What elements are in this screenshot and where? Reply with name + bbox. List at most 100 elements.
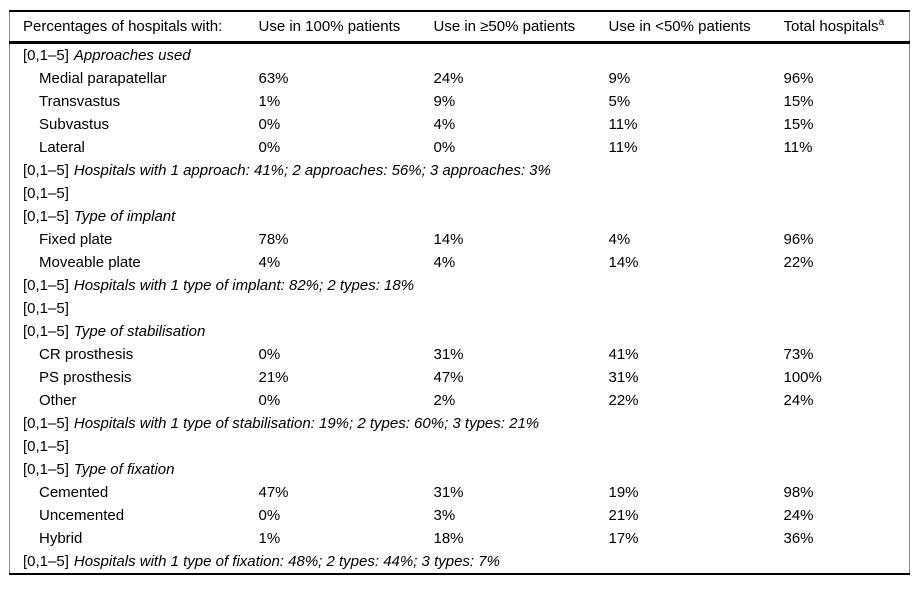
- row-value: 4%: [433, 115, 456, 133]
- data-row: Medial parapatellar 63% 24% 9% 96%: [10, 67, 910, 90]
- row-label: Subvastus: [39, 115, 110, 133]
- row-label: Medial parapatellar: [39, 69, 167, 87]
- range-prefix: [0,1–5]: [23, 276, 69, 294]
- note-row: [0,1–5] Hospitals with 1 type of stabilis…: [10, 412, 910, 435]
- note-row: [0,1–5] Hospitals with 1 type of implant:…: [10, 274, 910, 297]
- row-value: 0%: [258, 138, 281, 156]
- row-label: Fixed plate: [39, 230, 113, 248]
- empty-row: [0,1–5]: [10, 297, 910, 320]
- row-value: 100%: [783, 368, 822, 386]
- row-span-cell: [0,1–5] Hospitals with 1 type of stabilis…: [10, 412, 910, 435]
- row-value: 98%: [783, 483, 814, 501]
- range-prefix: [0,1–5]: [23, 161, 69, 179]
- empty-row: [0,1–5]: [10, 182, 910, 205]
- column-header-label: Use in <50% patients: [608, 17, 751, 35]
- range-prefix: [0,1–5]: [23, 184, 69, 202]
- row-span-cell: [0,1–5]: [10, 297, 910, 320]
- row-value: 22%: [608, 391, 639, 409]
- note-text: Hospitals with 1 type of implant: 82%; 2…: [73, 276, 415, 294]
- row-label: Lateral: [39, 138, 85, 156]
- data-row: Other 0% 2% 22% 24%: [10, 389, 910, 412]
- row-value: 0%: [258, 115, 281, 133]
- section-row: [0,1–5] Approaches used: [10, 42, 910, 67]
- row-span-cell: [0,1–5] Approaches used: [10, 42, 910, 67]
- row-label: Transvastus: [39, 92, 121, 110]
- column-header-use-100: Use in 100% patients: [258, 11, 434, 44]
- row-value: 17%: [608, 529, 639, 547]
- row-value: 96%: [783, 69, 814, 87]
- row-value: 24%: [783, 391, 814, 409]
- row-value: 21%: [608, 506, 639, 524]
- data-row: Lateral 0% 0% 11% 11%: [10, 136, 910, 159]
- row-value: 47%: [433, 368, 464, 386]
- row-value: 24%: [433, 69, 464, 87]
- column-header-use-lt50: Use in <50% patients: [608, 11, 784, 44]
- section-title: Type of fixation: [73, 460, 175, 478]
- range-prefix: [0,1–5]: [23, 552, 69, 570]
- footnote-marker-a: a: [878, 16, 885, 28]
- row-value: 1%: [258, 529, 281, 547]
- data-row: CR prosthesis 0% 31% 41% 73%: [10, 343, 910, 366]
- row-label: Other: [39, 391, 77, 409]
- row-value: 21%: [258, 368, 289, 386]
- range-prefix: [0,1–5]: [23, 207, 69, 225]
- column-header-row-title: Percentages of hospitals with:: [9, 11, 259, 44]
- note-row: [0,1–5] Hospitals with 1 type of fixation…: [10, 550, 910, 574]
- row-value: 1%: [258, 92, 281, 110]
- row-value: 18%: [433, 529, 464, 547]
- row-label: PS prosthesis: [39, 368, 132, 386]
- row-value: 2%: [433, 391, 456, 409]
- row-span-cell: [0,1–5] Type of stabilisation: [10, 320, 910, 343]
- row-value: 78%: [258, 230, 289, 248]
- data-row: Hybrid 1% 18% 17% 36%: [10, 527, 910, 550]
- row-value: 9%: [433, 92, 456, 110]
- row-value: 73%: [783, 345, 814, 363]
- row-value: 11%: [783, 138, 813, 156]
- row-value: 4%: [608, 230, 631, 248]
- column-header-label: Total hospitals: [783, 17, 879, 35]
- data-row: Cemented 47% 31% 19% 98%: [10, 481, 910, 504]
- column-header-use-ge50: Use in ≥50% patients: [433, 11, 609, 44]
- row-label: Uncemented: [39, 506, 125, 524]
- range-prefix: [0,1–5]: [23, 322, 69, 340]
- hospital-percentages-table: Percentages of hospitals with: Use in 10…: [9, 10, 910, 575]
- section-title: Approaches used: [73, 46, 191, 64]
- header-row: Percentages of hospitals with: Use in 10…: [9, 11, 910, 44]
- row-span-cell: [0,1–5] Type of implant: [10, 205, 910, 228]
- row-value: 15%: [783, 115, 814, 133]
- empty-row: [0,1–5]: [10, 435, 910, 458]
- range-prefix: [0,1–5]: [23, 299, 69, 317]
- note-text: Hospitals with 1 approach: 41%; 2 approa…: [73, 161, 551, 179]
- row-label: Moveable plate: [39, 253, 141, 271]
- row-value: 19%: [608, 483, 639, 501]
- row-value: 5%: [608, 92, 631, 110]
- row-value: 41%: [608, 345, 639, 363]
- table-header: Percentages of hospitals with: Use in 10…: [9, 11, 910, 44]
- row-label: Cemented: [39, 483, 109, 501]
- column-header-label: Use in 100% patients: [258, 17, 401, 35]
- row-value: 9%: [608, 69, 631, 87]
- row-value: 4%: [258, 253, 281, 271]
- row-span-cell: [0,1–5] Hospitals with 1 approach: 41%; 2…: [10, 159, 910, 182]
- section-row: [0,1–5] Type of implant: [10, 205, 910, 228]
- table-body: [0,1–5] Approaches used Medial parapatella…: [10, 42, 910, 574]
- row-value: 4%: [433, 253, 456, 271]
- data-row: PS prosthesis 21% 47% 31% 100%: [10, 366, 910, 389]
- row-value: 47%: [258, 483, 289, 501]
- note-text: Hospitals with 1 type of fixation: 48%; …: [73, 552, 500, 570]
- section-row: [0,1–5] Type of fixation: [10, 458, 910, 481]
- row-value: 11%: [608, 115, 638, 133]
- section-title: Type of implant: [73, 207, 176, 225]
- row-value: 96%: [783, 230, 814, 248]
- section-row: [0,1–5] Type of stabilisation: [10, 320, 910, 343]
- row-value: 24%: [783, 506, 814, 524]
- section-title: Type of stabilisation: [73, 322, 206, 340]
- row-span-cell: [0,1–5]: [10, 182, 910, 205]
- row-value: 31%: [608, 368, 639, 386]
- row-value: 15%: [783, 92, 814, 110]
- row-value: 22%: [783, 253, 814, 271]
- range-prefix: [0,1–5]: [23, 414, 69, 432]
- data-row: Subvastus 0% 4% 11% 15%: [10, 113, 910, 136]
- note-text: Hospitals with 1 type of stabilisation: …: [73, 414, 540, 432]
- row-value: 14%: [608, 253, 639, 271]
